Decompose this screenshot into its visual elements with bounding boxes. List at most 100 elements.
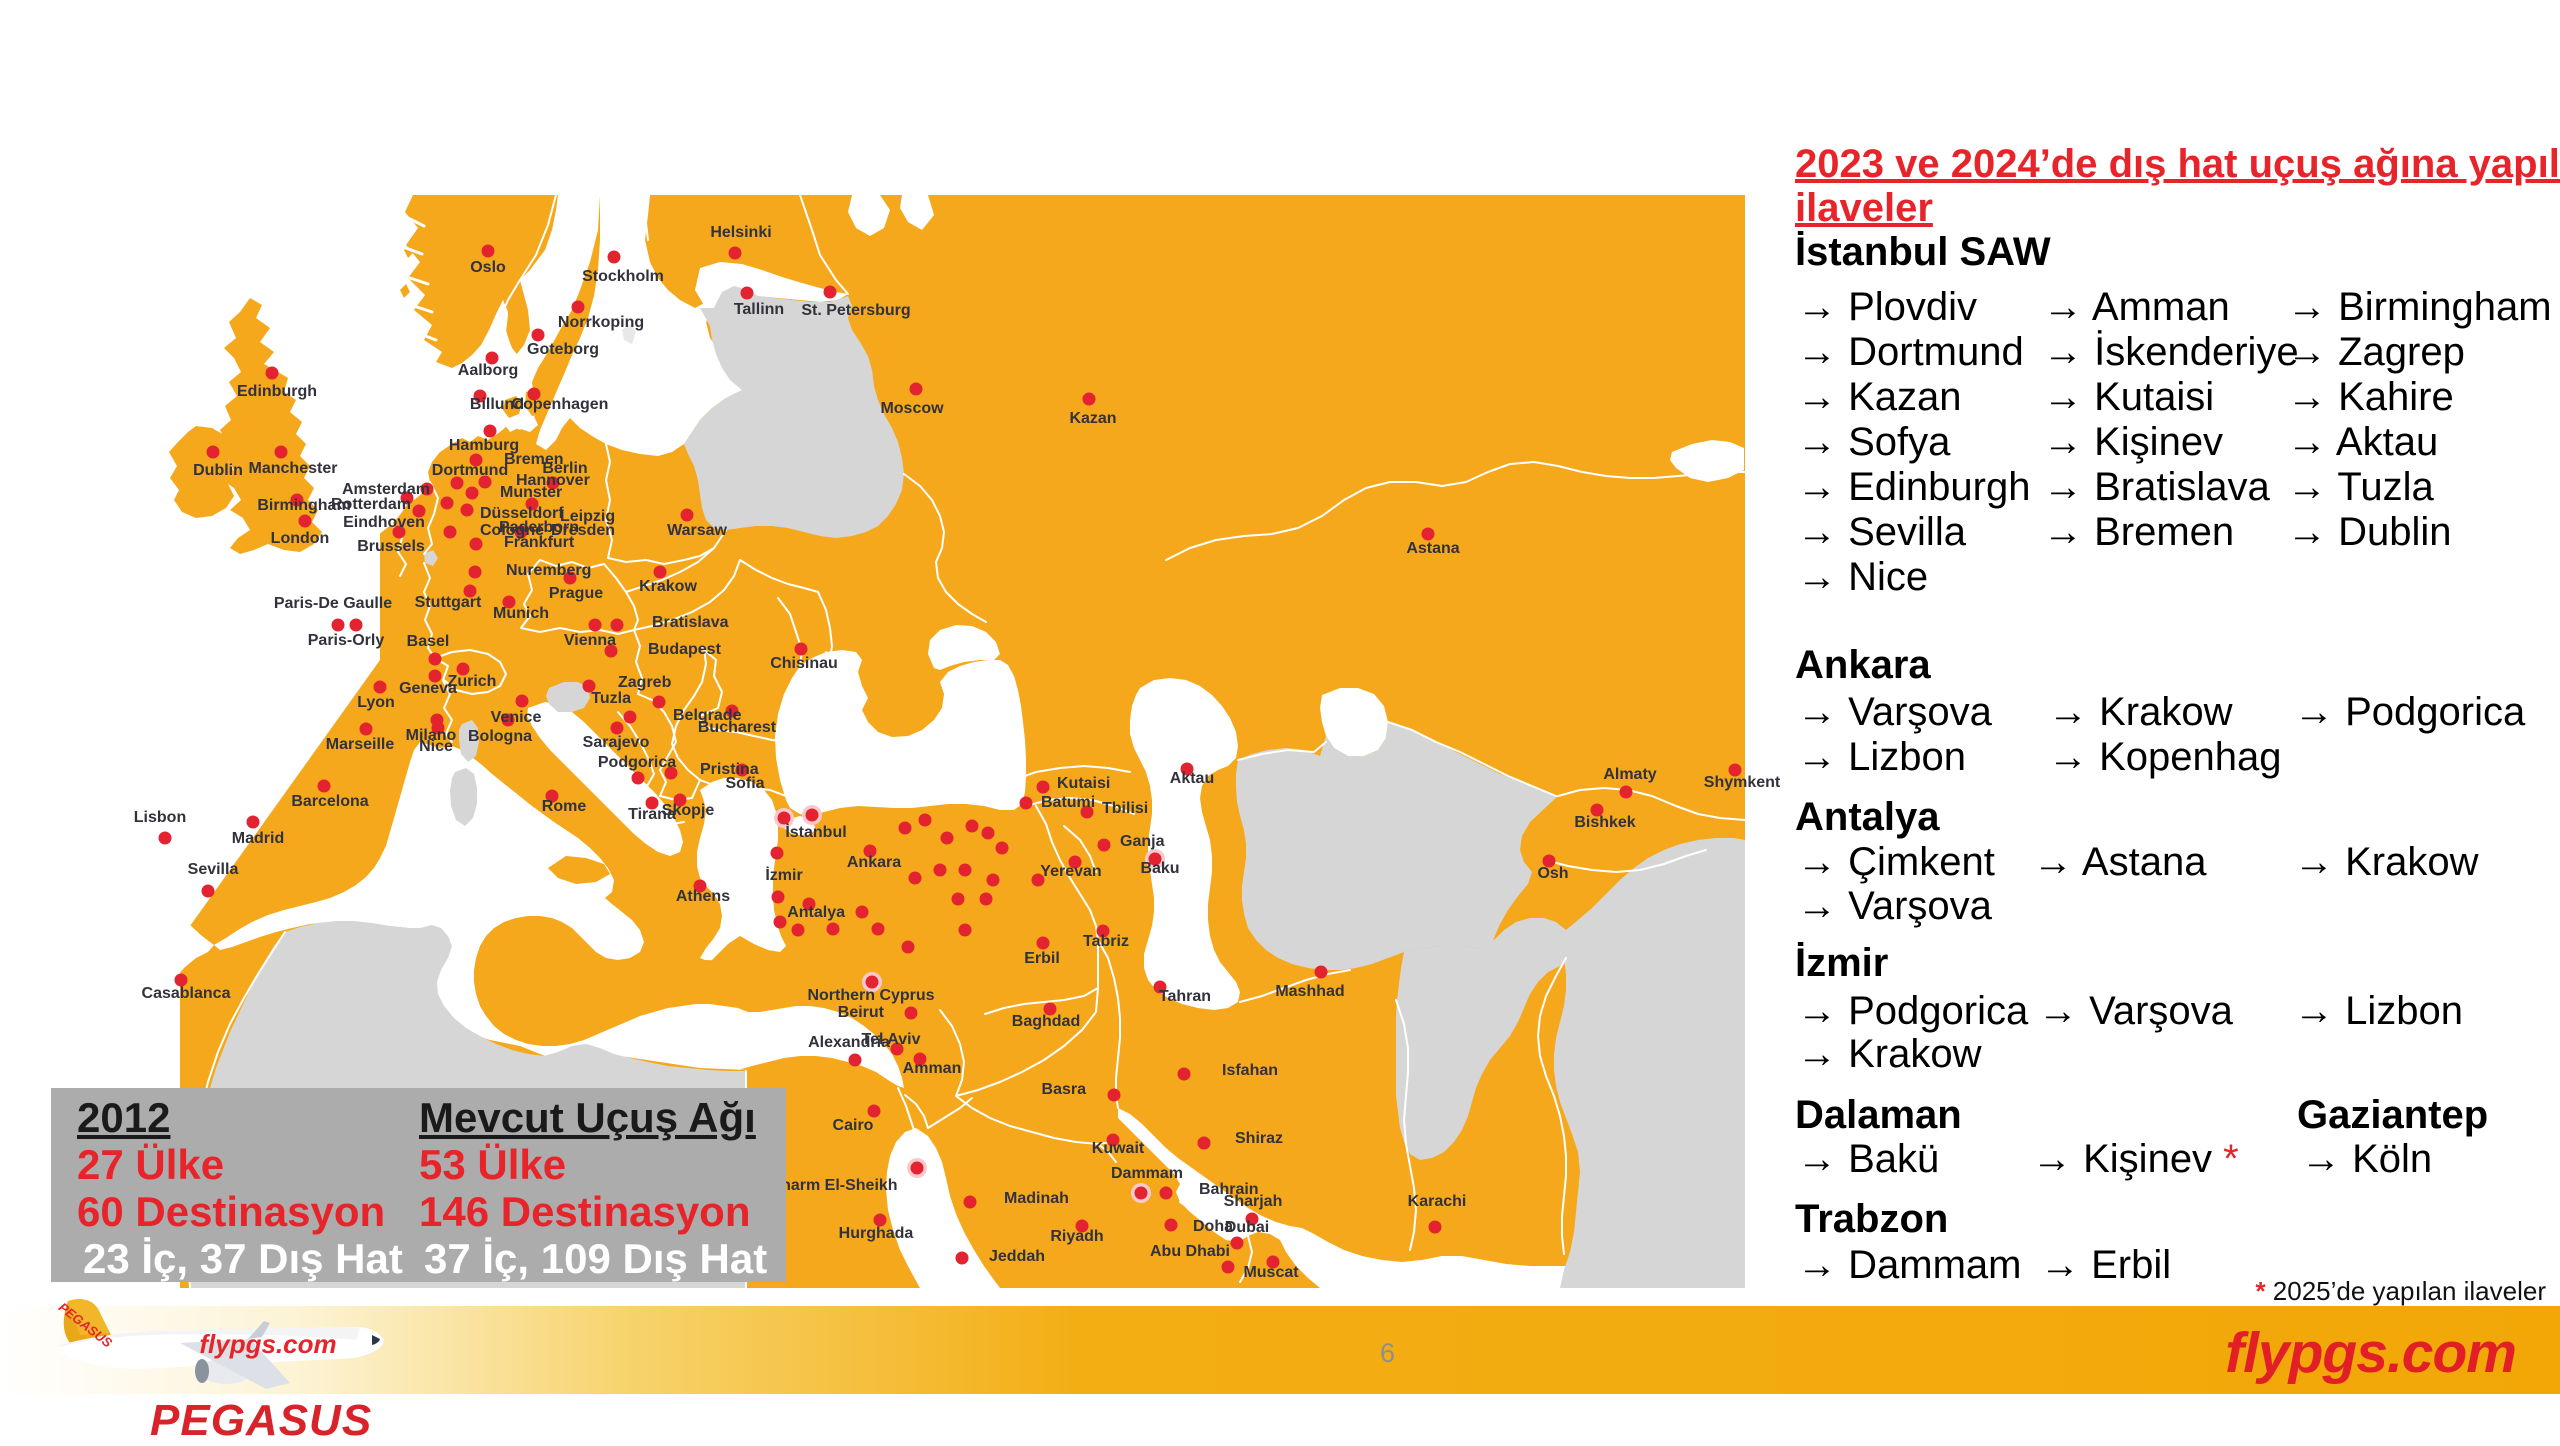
svg-text:Paderborn: Paderborn (499, 519, 579, 536)
svg-text:Hannover: Hannover (516, 472, 590, 489)
svg-text:Riyadh: Riyadh (1050, 1228, 1103, 1245)
svg-text:Almaty: Almaty (1603, 766, 1656, 783)
svg-text:Lyon: Lyon (357, 694, 395, 711)
svg-text:Skopje: Skopje (662, 802, 715, 819)
svg-text:Birmingham: Birmingham (257, 497, 350, 514)
svg-text:flypgs.com: flypgs.com (199, 1329, 336, 1359)
svg-text:Nuremberg: Nuremberg (506, 562, 591, 579)
svg-text:Sarajevo: Sarajevo (583, 734, 650, 751)
svg-text:Bratislava: Bratislava (652, 614, 729, 631)
svg-text:Düsseldorf: Düsseldorf (480, 505, 564, 522)
svg-text:Dubai: Dubai (1225, 1219, 1269, 1236)
svg-text:Dresden: Dresden (551, 522, 615, 539)
svg-text:Sharjah: Sharjah (1224, 1193, 1283, 1210)
svg-text:Podgorica: Podgorica (598, 754, 676, 771)
svg-text:Berlin: Berlin (542, 460, 587, 477)
svg-text:Tahran: Tahran (1159, 988, 1211, 1005)
svg-text:London: London (271, 530, 330, 547)
svg-text:Aalborg: Aalborg (458, 362, 518, 379)
svg-text:Bologna: Bologna (468, 728, 532, 745)
svg-text:Yerevan: Yerevan (1040, 863, 1101, 880)
svg-text:Hurghada: Hurghada (839, 1225, 914, 1242)
svg-text:Aktau: Aktau (1170, 770, 1214, 787)
svg-text:Zagreb: Zagreb (618, 674, 672, 691)
svg-text:Bahrain: Bahrain (1199, 1181, 1259, 1198)
svg-text:Casablanca: Casablanca (142, 985, 231, 1002)
svg-text:Helsinki: Helsinki (710, 224, 771, 241)
svg-text:Shiraz: Shiraz (1235, 1130, 1283, 1147)
svg-text:Antalya: Antalya (787, 904, 845, 921)
svg-text:Karachi: Karachi (1408, 1193, 1467, 1210)
svg-text:İzmir: İzmir (765, 866, 802, 884)
svg-text:Bremen: Bremen (504, 451, 564, 468)
svg-text:Kutaisi: Kutaisi (1057, 775, 1110, 792)
svg-text:Isfahan: Isfahan (1222, 1062, 1278, 1079)
svg-text:Sharm El-Sheikh: Sharm El-Sheikh (770, 1177, 897, 1194)
svg-text:Astana: Astana (1406, 540, 1459, 557)
svg-text:Stockholm: Stockholm (582, 268, 664, 285)
svg-text:Dublin: Dublin (193, 462, 243, 479)
svg-text:Lisbon: Lisbon (134, 809, 186, 826)
svg-text:Tirana: Tirana (628, 806, 676, 823)
svg-text:Pristina: Pristina (700, 761, 759, 778)
svg-text:Venice: Venice (491, 709, 542, 726)
svg-text:İstanbul: İstanbul (785, 823, 846, 841)
svg-text:Alexandria: Alexandria (808, 1034, 890, 1051)
svg-text:Jeddah: Jeddah (989, 1248, 1045, 1265)
svg-text:Oslo: Oslo (470, 259, 506, 276)
svg-text:Ganja: Ganja (1120, 833, 1165, 850)
svg-text:Manchester: Manchester (249, 460, 338, 477)
svg-text:Kuwait: Kuwait (1092, 1140, 1145, 1157)
svg-text:Amman: Amman (903, 1060, 962, 1077)
svg-text:Budapest: Budapest (648, 641, 722, 658)
svg-text:Northern Cyprus: Northern Cyprus (807, 987, 934, 1004)
svg-text:Tel Aviv: Tel Aviv (862, 1031, 921, 1048)
svg-text:Tbilisi: Tbilisi (1102, 800, 1148, 817)
svg-text:Vienna: Vienna (564, 632, 616, 649)
svg-text:Munich: Munich (493, 605, 549, 622)
svg-text:Munster: Munster (500, 484, 562, 501)
svg-text:Marseille: Marseille (326, 736, 395, 753)
svg-text:Beirut: Beirut (838, 1004, 885, 1021)
svg-text:Edinburgh: Edinburgh (237, 383, 317, 400)
svg-text:Moscow: Moscow (880, 400, 944, 417)
svg-text:Eindhoven: Eindhoven (343, 514, 425, 531)
svg-text:Warsaw: Warsaw (667, 522, 727, 539)
svg-text:Hamburg: Hamburg (449, 437, 519, 454)
svg-text:Bishkek: Bishkek (1574, 814, 1635, 831)
svg-text:Dortmund: Dortmund (432, 462, 508, 479)
svg-text:Cairo: Cairo (833, 1117, 874, 1134)
svg-text:Paris-Orly: Paris-Orly (308, 632, 385, 649)
svg-text:Sofia: Sofia (725, 775, 764, 792)
svg-text:Ankara: Ankara (847, 854, 901, 871)
svg-text:Madrid: Madrid (232, 830, 284, 847)
svg-text:Nice: Nice (419, 738, 453, 755)
svg-text:Copenhagen: Copenhagen (512, 396, 609, 413)
svg-text:Zurich: Zurich (448, 673, 497, 690)
svg-text:Erbil: Erbil (1024, 950, 1060, 967)
svg-text:Tabriz: Tabriz (1083, 933, 1129, 950)
svg-text:St. Petersburg: St. Petersburg (801, 302, 910, 319)
svg-text:Belgrade: Belgrade (673, 707, 742, 724)
svg-text:Paris-De Gaulle: Paris-De Gaulle (274, 595, 392, 612)
svg-text:Kazan: Kazan (1069, 410, 1116, 427)
svg-text:Tuzla: Tuzla (591, 690, 631, 707)
svg-text:Goteborg: Goteborg (527, 341, 599, 358)
svg-text:Cologne: Cologne (480, 522, 544, 539)
svg-text:Doha: Doha (1193, 1218, 1233, 1235)
svg-text:Milano: Milano (406, 727, 457, 744)
svg-text:Baghdad: Baghdad (1012, 1013, 1080, 1030)
svg-text:Geneva: Geneva (399, 680, 457, 697)
svg-text:Madinah: Madinah (1004, 1190, 1069, 1207)
svg-text:Osh: Osh (1537, 865, 1568, 882)
svg-text:Rome: Rome (542, 798, 587, 815)
svg-text:Dammam: Dammam (1111, 1165, 1183, 1182)
svg-text:Norrkoping: Norrkoping (558, 314, 644, 331)
svg-text:Shymkent: Shymkent (1704, 774, 1781, 791)
svg-text:Brussels: Brussels (357, 538, 425, 555)
svg-text:Prague: Prague (549, 585, 603, 602)
svg-text:Billund: Billund (470, 396, 524, 413)
svg-text:Sevilla: Sevilla (188, 861, 239, 878)
svg-text:Barcelona: Barcelona (291, 793, 368, 810)
svg-text:Baku: Baku (1140, 860, 1179, 877)
